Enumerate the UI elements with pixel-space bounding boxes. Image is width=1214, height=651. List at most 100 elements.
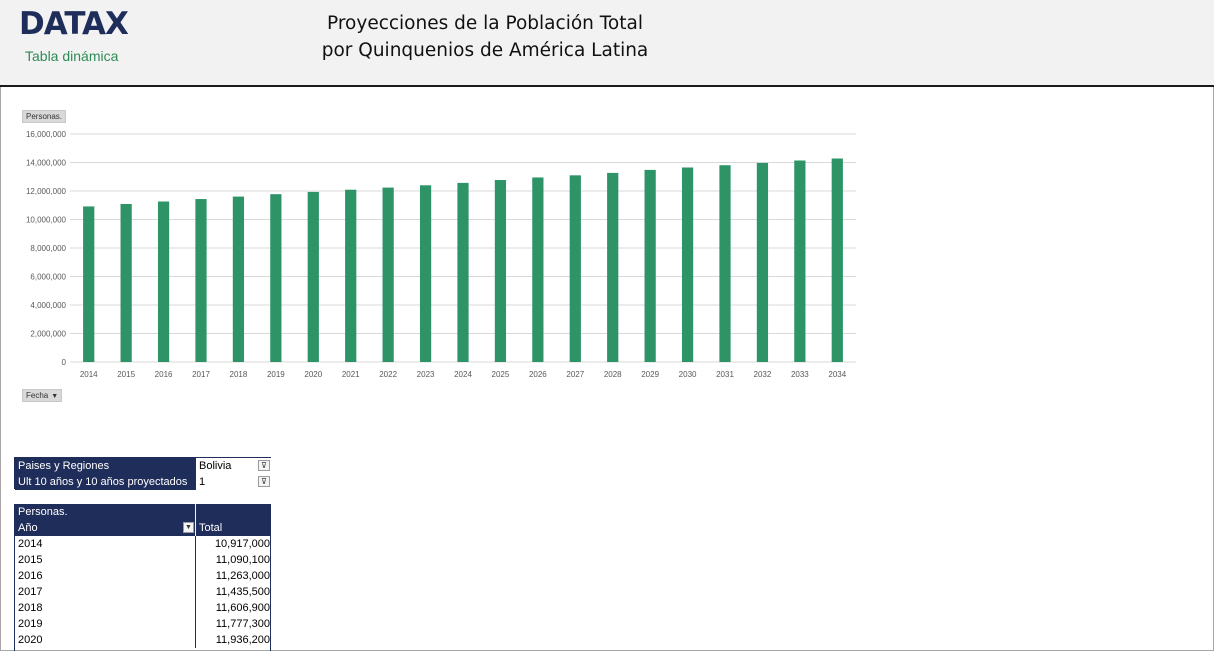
pivot-value-header-row: Personas. (15, 504, 270, 520)
x-tick-label: 2021 (342, 370, 360, 379)
y-tick-label: 14,000,000 (26, 159, 67, 168)
filter-row-period: Ult 10 años y 10 años proyectados 1 ⊽ (15, 474, 272, 490)
bar (419, 185, 432, 362)
y-tick-label: 16,000,000 (26, 130, 67, 139)
pivot-row-header: Año (18, 522, 38, 534)
bar (307, 191, 319, 362)
population-bar-chart: 0 2,000,000 4,000,000 6,000,000 8,000,000 10,… (26, 130, 856, 379)
x-tick-label: 2022 (379, 370, 397, 379)
table-row: 2015 11,090,100 (15, 552, 270, 568)
table-row: 2018 11,606,900 (15, 600, 270, 616)
bar (719, 165, 731, 362)
y-tick-label: 2,000,000 (30, 330, 66, 339)
pivot-filters: Paises y Regiones Bolivia ⊽ Ult 10 años … (14, 457, 272, 490)
x-tick-label: 2033 (791, 370, 809, 379)
chart-value-field-label: Personas. (26, 112, 63, 121)
chart-value-field-button[interactable]: Personas. (22, 110, 67, 123)
x-tick-label: 2017 (192, 370, 210, 379)
bar (83, 206, 95, 362)
row-year: 2020 (18, 634, 43, 646)
row-year: 2015 (18, 554, 43, 566)
filter-value-period-text: 1 (199, 476, 206, 488)
x-tick-label: 2025 (492, 370, 510, 379)
x-tick-label: 2024 (454, 370, 472, 379)
row-total: 11,777,300 (195, 616, 270, 632)
table-row: 2014 10,917,000 (15, 536, 270, 552)
x-tick-label: 2029 (641, 370, 659, 379)
filter-value-country[interactable]: Bolivia ⊽ (195, 458, 272, 474)
chart-axis-field-button[interactable]: Fecha ▼ (22, 389, 63, 402)
row-total: 11,263,000 (195, 568, 270, 584)
filter-row-country: Paises y Regiones Bolivia ⊽ (15, 458, 272, 474)
y-tick-label: 10,000,000 (26, 216, 67, 225)
bar (644, 169, 656, 362)
x-tick-label: 2030 (679, 370, 697, 379)
bar (382, 187, 394, 362)
row-year: 2014 (18, 538, 43, 550)
chevron-down-icon[interactable]: ▼ (183, 522, 194, 533)
bar (120, 203, 132, 362)
title-line-1: Proyecciones de la Población Total (327, 13, 643, 34)
filter-value-period[interactable]: 1 ⊽ (195, 474, 272, 490)
bar (457, 182, 469, 362)
bar (831, 158, 843, 362)
row-total: 11,435,500 (195, 584, 270, 600)
datax-logo: DATAX (19, 6, 129, 42)
table-row: 2019 11,777,300 (15, 616, 270, 632)
x-tick-label: 2028 (604, 370, 622, 379)
filter-label-period: Ult 10 años y 10 años proyectados (15, 474, 195, 490)
bar (195, 199, 207, 362)
x-tick-label: 2016 (155, 370, 173, 379)
table-row: 2020 11,936,200 (15, 632, 270, 648)
y-tick-label: 4,000,000 (30, 301, 66, 310)
page-title: Proyecciones de la Población Total por Q… (290, 10, 680, 64)
x-tick-label: 2018 (230, 370, 248, 379)
filter-value-country-text: Bolivia (199, 460, 232, 472)
y-tick-label: 12,000,000 (26, 187, 67, 196)
x-tick-label: 2020 (304, 370, 322, 379)
bar (232, 196, 245, 362)
row-total: 11,936,200 (195, 632, 270, 648)
y-tick-label: 6,000,000 (30, 273, 66, 282)
row-total: 11,090,100 (195, 552, 270, 568)
x-tick-label: 2032 (754, 370, 772, 379)
bar (794, 160, 806, 362)
pivot-column-header-row: Año ▼ Total (15, 520, 270, 536)
bar (569, 175, 581, 362)
pivot-table: Personas. Año ▼ Total 2014 10,917,000 20… (14, 504, 271, 651)
bar (345, 189, 357, 362)
x-tick-label: 2027 (566, 370, 584, 379)
y-tick-label: 8,000,000 (30, 244, 66, 253)
row-total: 11,606,900 (195, 600, 270, 616)
table-row: 2017 11,435,500 (15, 584, 270, 600)
x-tick-label: 2014 (80, 370, 98, 379)
chevron-down-icon: ▼ (51, 393, 59, 400)
row-year: 2019 (18, 618, 43, 630)
bar (756, 162, 769, 362)
pivot-col-header: Total (195, 520, 270, 536)
bar (607, 172, 619, 362)
bar (270, 194, 282, 362)
y-tick-label: 0 (62, 358, 67, 367)
bar (494, 180, 507, 362)
x-tick-label: 2019 (267, 370, 285, 379)
bar (532, 177, 544, 362)
x-tick-label: 2031 (716, 370, 734, 379)
table-row: 2016 11,263,000 (15, 568, 270, 584)
row-year: 2016 (18, 570, 43, 582)
row-year: 2017 (18, 586, 43, 598)
x-tick-label: 2023 (417, 370, 435, 379)
filter-icon[interactable]: ⊽ (258, 460, 270, 471)
x-tick-label: 2026 (529, 370, 547, 379)
x-tick-label: 2034 (828, 370, 846, 379)
bar (157, 201, 170, 362)
chart-axis-field-label: Fecha (26, 391, 49, 400)
filter-icon[interactable]: ⊽ (258, 476, 270, 487)
report-subtitle: Tabla dinámica (25, 48, 119, 64)
pivot-value-blank (195, 504, 270, 520)
row-year: 2018 (18, 602, 43, 614)
pivot-value-label: Personas. (18, 506, 68, 518)
report-header: DATAX Tabla dinámica Proyecciones de la … (0, 0, 1214, 87)
row-total: 10,917,000 (195, 536, 270, 552)
bar (681, 167, 694, 362)
